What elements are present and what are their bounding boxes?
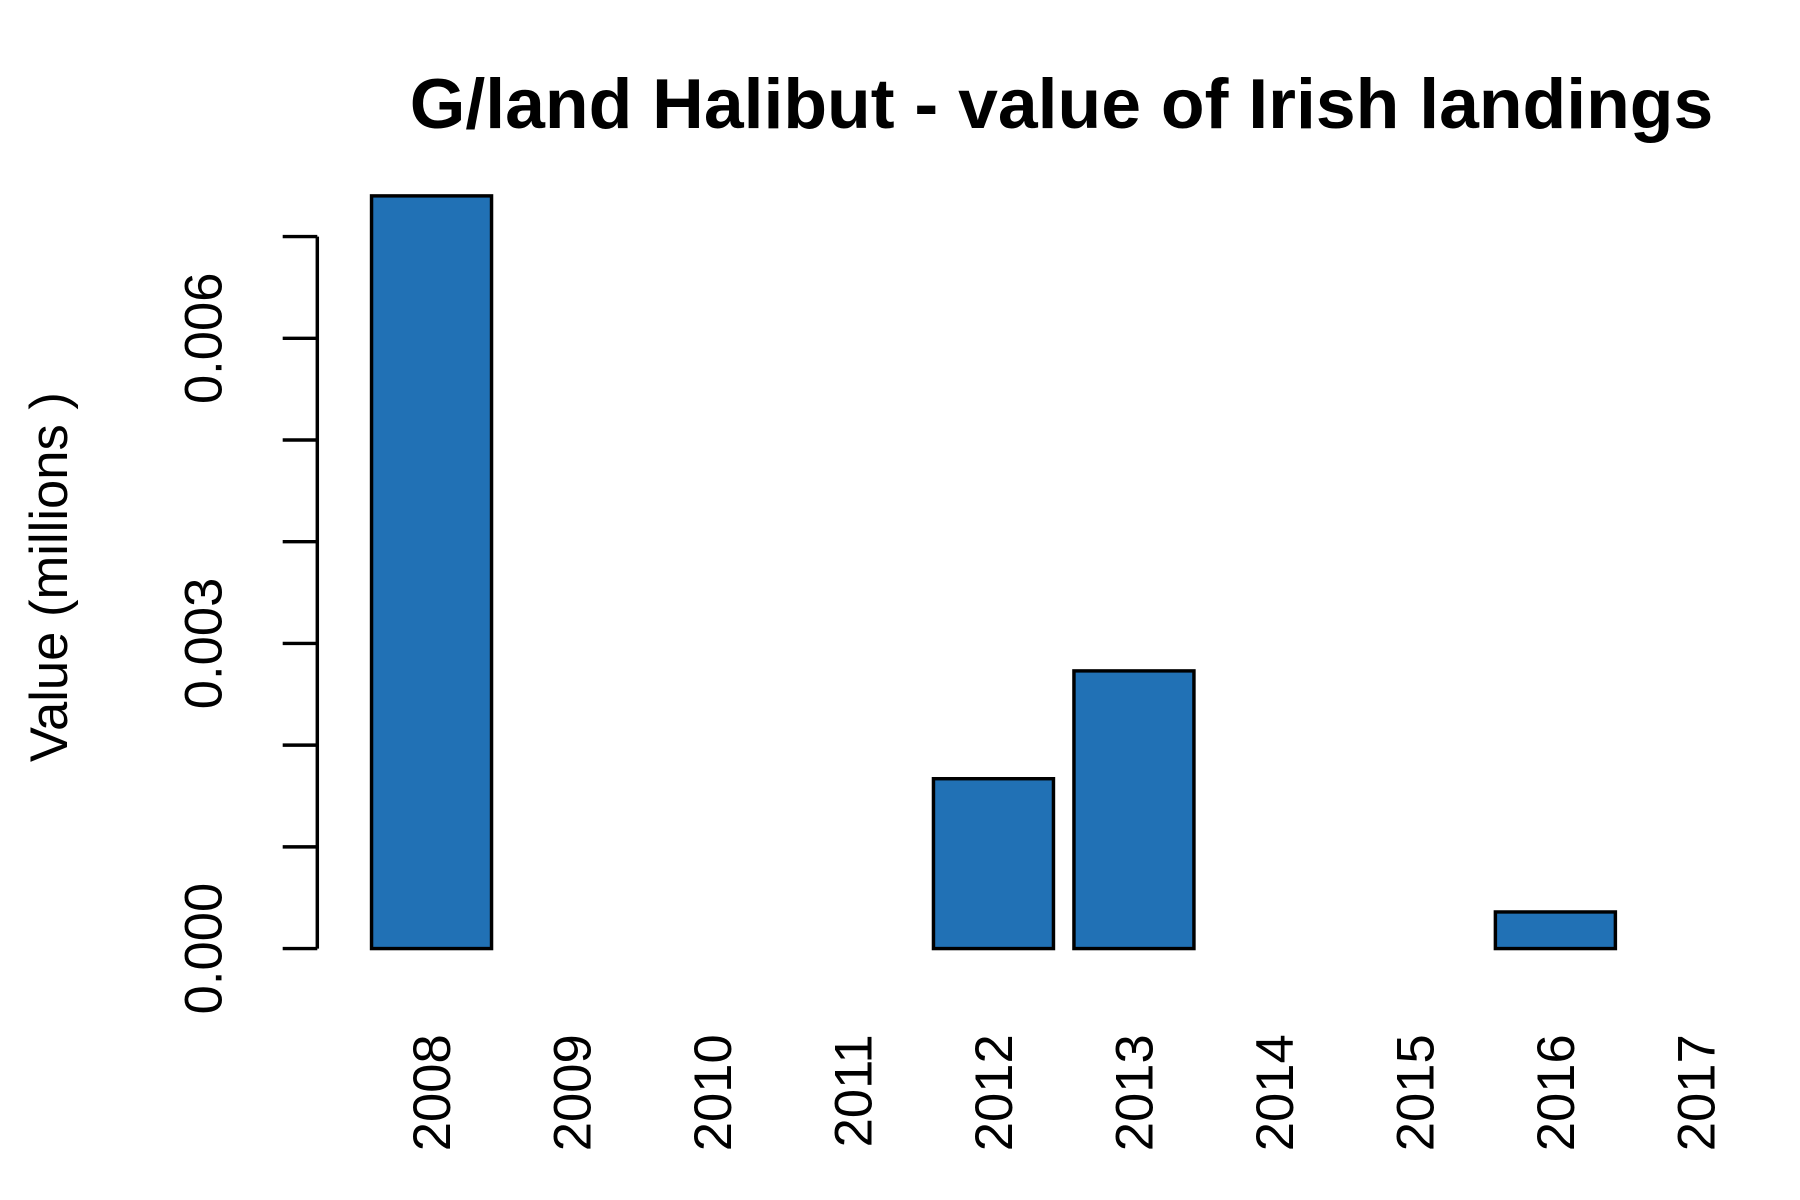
x-tick-label: 2016 xyxy=(1527,1034,1586,1151)
x-tick-label: 2015 xyxy=(1386,1034,1445,1151)
bar xyxy=(1072,669,1196,951)
x-tick-label: 2011 xyxy=(824,1034,883,1147)
x-tick-label: 2012 xyxy=(965,1034,1024,1151)
x-tick-label: 2009 xyxy=(543,1034,602,1151)
y-tick-label: 0.003 xyxy=(174,578,233,710)
y-axis-label: Value (millions ) xyxy=(20,392,79,762)
bar xyxy=(1493,910,1618,951)
x-tick-label: 2013 xyxy=(1105,1034,1164,1151)
x-tick-label: 2014 xyxy=(1246,1034,1305,1151)
bar xyxy=(931,776,1056,951)
bar xyxy=(369,194,494,951)
x-tick-label: 2010 xyxy=(684,1034,743,1151)
x-tick-label: 2008 xyxy=(403,1034,462,1151)
chart-title: G/land Halibut - value of Irish landings xyxy=(410,65,1714,144)
x-tick-label: 2017 xyxy=(1667,1034,1726,1151)
y-tick-label: 0.006 xyxy=(174,273,233,405)
y-tick-label: 0.000 xyxy=(174,883,233,1015)
